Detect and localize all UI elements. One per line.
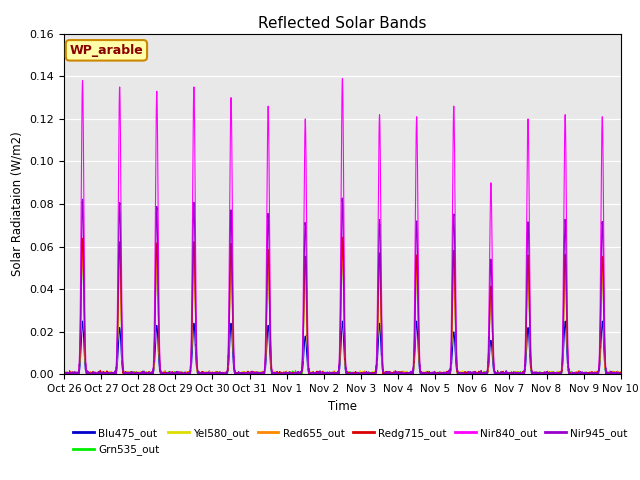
- Nir840_out: [173, 372, 181, 377]
- Grn535_out: [617, 371, 625, 377]
- Nir945_out: [269, 371, 276, 376]
- Nir945_out: [499, 372, 506, 377]
- Blu475_out: [617, 372, 625, 377]
- Red655_out: [269, 371, 276, 376]
- Nir945_out: [617, 372, 625, 377]
- Yel580_out: [499, 371, 506, 376]
- Nir945_out: [339, 195, 346, 201]
- Line: Nir840_out: Nir840_out: [64, 78, 621, 374]
- Nir840_out: [179, 372, 187, 377]
- Nir840_out: [617, 372, 625, 377]
- Blu475_out: [419, 372, 427, 377]
- Blu475_out: [173, 372, 181, 377]
- Line: Nir945_out: Nir945_out: [64, 198, 621, 374]
- Redg715_out: [269, 370, 276, 375]
- Legend: Blu475_out, Grn535_out, Yel580_out, Red655_out, Redg715_out, Nir840_out, Nir945_: Blu475_out, Grn535_out, Yel580_out, Red6…: [69, 424, 632, 459]
- Red655_out: [617, 372, 625, 377]
- Line: Redg715_out: Redg715_out: [64, 237, 621, 374]
- Grn535_out: [499, 372, 506, 377]
- Yel580_out: [339, 244, 346, 250]
- Grn535_out: [179, 371, 187, 377]
- Nir945_out: [615, 372, 623, 377]
- Nir840_out: [339, 75, 346, 81]
- Nir945_out: [60, 371, 68, 377]
- Nir840_out: [419, 372, 427, 377]
- Redg715_out: [499, 371, 506, 377]
- Grn535_out: [60, 370, 68, 375]
- Grn535_out: [420, 371, 428, 377]
- Blu475_out: [60, 372, 68, 377]
- Blu475_out: [179, 372, 187, 377]
- Nir840_out: [468, 372, 476, 377]
- Nir945_out: [179, 372, 187, 377]
- Nir840_out: [499, 372, 506, 377]
- Y-axis label: Solar Radiataion (W/m2): Solar Radiataion (W/m2): [11, 132, 24, 276]
- Red655_out: [60, 372, 68, 377]
- Blu475_out: [79, 318, 86, 324]
- Redg715_out: [179, 371, 187, 376]
- Red655_out: [60, 369, 68, 375]
- Text: WP_arable: WP_arable: [70, 44, 143, 57]
- Blu475_out: [499, 372, 506, 377]
- Redg715_out: [617, 370, 625, 376]
- Nir945_out: [173, 371, 181, 376]
- Line: Red655_out: Red655_out: [64, 242, 621, 374]
- Blu475_out: [468, 372, 476, 377]
- Nir945_out: [61, 372, 68, 377]
- Red655_out: [615, 370, 623, 375]
- Grn535_out: [269, 371, 276, 377]
- Line: Blu475_out: Blu475_out: [64, 321, 621, 374]
- Red655_out: [420, 372, 428, 377]
- Blu475_out: [269, 372, 276, 377]
- Red655_out: [339, 239, 346, 245]
- Blu475_out: [615, 372, 623, 377]
- Grn535_out: [173, 372, 181, 377]
- Grn535_out: [615, 372, 623, 377]
- Yel580_out: [269, 369, 276, 375]
- Grn535_out: [339, 248, 346, 253]
- Redg715_out: [339, 234, 346, 240]
- Yel580_out: [617, 372, 625, 377]
- Redg715_out: [173, 372, 181, 377]
- Line: Yel580_out: Yel580_out: [64, 247, 621, 374]
- Nir945_out: [420, 372, 428, 377]
- Yel580_out: [615, 372, 623, 377]
- Red655_out: [179, 372, 187, 377]
- Yel580_out: [419, 372, 427, 377]
- Yel580_out: [60, 372, 68, 377]
- Redg715_out: [60, 372, 68, 377]
- Redg715_out: [419, 372, 427, 377]
- Redg715_out: [615, 372, 623, 377]
- Nir840_out: [269, 370, 276, 376]
- Nir840_out: [615, 372, 623, 377]
- Yel580_out: [173, 372, 181, 377]
- Line: Grn535_out: Grn535_out: [64, 251, 621, 374]
- Title: Reflected Solar Bands: Reflected Solar Bands: [258, 16, 427, 31]
- Red655_out: [499, 371, 506, 377]
- Grn535_out: [61, 372, 68, 377]
- Nir840_out: [60, 372, 68, 377]
- Red655_out: [173, 372, 181, 377]
- X-axis label: Time: Time: [328, 400, 357, 413]
- Yel580_out: [179, 370, 187, 376]
